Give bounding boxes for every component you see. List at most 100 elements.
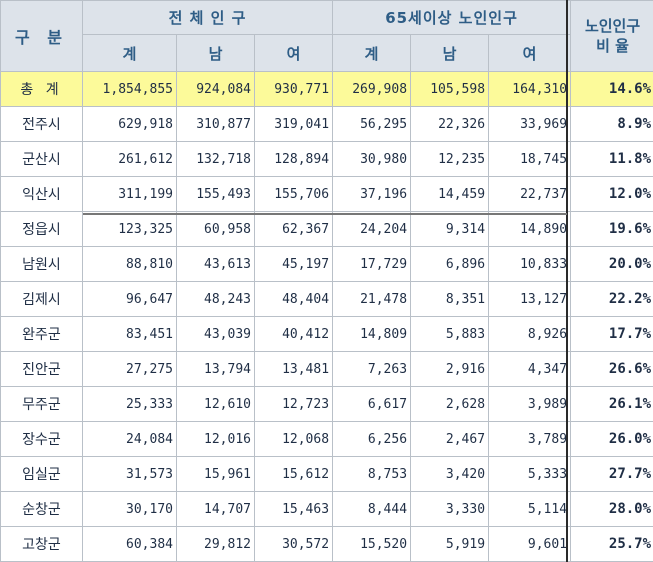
region-name-cell: 완주군 [0,316,83,352]
region-name-cell: 군산시 [0,141,83,177]
female-population-cell: 13,481 [253,351,334,387]
subheader-male: 남 [176,34,255,72]
elderly-female-cell: 10,833 [488,246,572,282]
region-name-cell: 무주군 [0,386,83,422]
elderly-ratio-cell: 27.7% [570,456,653,492]
elderly-female-cell: 5,333 [488,456,572,492]
total-population-cell: 311,199 [82,176,177,212]
header-gubun: 구 분 [0,0,83,72]
elderly-female-cell: 13,127 [488,281,572,317]
elderly-male-cell: 6,896 [410,246,490,282]
total-population-cell: 27,275 [82,351,177,387]
table-row: 김제시 96,647 48,243 48,404 21,478 8,351 13,127 22… [0,281,653,317]
table-row: 남원시 88,810 43,613 45,197 17,729 6,896 10,833 20… [0,246,653,282]
elderly-total-cell: 24,204 [332,211,412,247]
elderly-ratio-cell: 26.1% [570,386,653,422]
elderly-total-cell: 37,196 [332,176,412,212]
elderly-male-cell: 5,883 [410,316,490,352]
elderly-ratio-cell: 14.6% [570,71,653,107]
elderly-total-cell: 14,809 [332,316,412,352]
male-population-cell: 13,794 [176,351,255,387]
elderly-male-cell: 14,459 [410,176,490,212]
female-population-cell: 15,612 [253,456,334,492]
total-population-cell: 31,573 [82,456,177,492]
female-population-cell: 45,197 [253,246,334,282]
elderly-male-cell: 5,919 [410,526,490,562]
female-population-cell: 12,723 [253,386,334,422]
female-population-cell: 930,771 [253,71,334,107]
group-divider-line [83,213,567,215]
region-name-cell: 순창군 [0,491,83,527]
total-population-cell: 1,854,855 [82,71,177,107]
elderly-ratio-cell: 17.7% [570,316,653,352]
male-population-cell: 155,493 [176,176,255,212]
total-population-cell: 60,384 [82,526,177,562]
table-row: 무주군 25,333 12,610 12,723 6,617 2,628 3,989 26.1… [0,386,653,422]
elderly-female-cell: 3,789 [488,421,572,457]
region-name-cell: 정읍시 [0,211,83,247]
elderly-female-cell: 5,114 [488,491,572,527]
total-population-cell: 629,918 [82,106,177,142]
region-name-cell: 김제시 [0,281,83,317]
header-elderly-population: 65세이상 노인인구 [332,0,572,35]
male-population-cell: 924,084 [176,71,255,107]
header-elderly-ratio: 노인인구 비 율 [570,0,653,72]
region-name-cell: 남원시 [0,246,83,282]
elderly-ratio-cell: 12.0% [570,176,653,212]
elderly-ratio-cell: 8.9% [570,106,653,142]
elderly-ratio-cell: 26.0% [570,421,653,457]
subheader-female: 여 [253,34,334,72]
male-population-cell: 132,718 [176,141,255,177]
subheader-elderly-total: 계 [332,34,412,72]
elderly-total-cell: 8,444 [332,491,412,527]
female-population-cell: 62,367 [253,211,334,247]
elderly-female-cell: 22,737 [488,176,572,212]
elderly-male-cell: 22,326 [410,106,490,142]
region-name-cell: 총 계 [0,71,83,107]
total-population-cell: 261,612 [82,141,177,177]
total-population-cell: 83,451 [82,316,177,352]
elderly-male-cell: 12,235 [410,141,490,177]
table-row: 진안군 27,275 13,794 13,481 7,263 2,916 4,347 26.6… [0,351,653,387]
elderly-male-cell: 3,330 [410,491,490,527]
elderly-ratio-cell: 28.0% [570,491,653,527]
male-population-cell: 12,610 [176,386,255,422]
subheader-total: 계 [82,34,177,72]
table-row: 임실군 31,573 15,961 15,612 8,753 3,420 5,333 27.7… [0,456,653,492]
male-population-cell: 12,016 [176,421,255,457]
elderly-total-cell: 56,295 [332,106,412,142]
elderly-male-cell: 9,314 [410,211,490,247]
elderly-female-cell: 3,989 [488,386,572,422]
male-population-cell: 43,613 [176,246,255,282]
region-name-cell: 고창군 [0,526,83,562]
male-population-cell: 29,812 [176,526,255,562]
table-body: 총 계 1,854,855 924,084 930,771 269,908 105,598… [0,71,653,562]
table-row: 완주군 83,451 43,039 40,412 14,809 5,883 8,926 17.… [0,316,653,352]
elderly-total-cell: 7,263 [332,351,412,387]
elderly-male-cell: 2,916 [410,351,490,387]
male-population-cell: 43,039 [176,316,255,352]
elderly-male-cell: 8,351 [410,281,490,317]
elderly-female-cell: 33,969 [488,106,572,142]
total-population-cell: 123,325 [82,211,177,247]
elderly-total-cell: 269,908 [332,71,412,107]
table-row: 고창군 60,384 29,812 30,572 15,520 5,919 9,601 25.… [0,526,653,562]
table-row: 순창군 30,170 14,707 15,463 8,444 3,330 5,114 28.0… [0,491,653,527]
elderly-male-cell: 105,598 [410,71,490,107]
female-population-cell: 12,068 [253,421,334,457]
total-population-cell: 24,084 [82,421,177,457]
elderly-total-cell: 21,478 [332,281,412,317]
header-total-population: 전 체 인 구 [81,0,334,35]
male-population-cell: 48,243 [176,281,255,317]
male-population-cell: 15,961 [176,456,255,492]
header-elderly-ratio-line2: 비 율 [596,37,629,55]
elderly-total-cell: 15,520 [332,526,412,562]
total-population-cell: 88,810 [82,246,177,282]
region-name-cell: 전주시 [0,106,83,142]
female-population-cell: 15,463 [253,491,334,527]
elderly-ratio-cell: 26.6% [570,351,653,387]
table-row: 군산시 261,612 132,718 128,894 30,980 12,235 18,7… [0,141,653,177]
region-name-cell: 익산시 [0,176,83,212]
elderly-female-cell: 9,601 [488,526,572,562]
elderly-male-cell: 2,628 [410,386,490,422]
